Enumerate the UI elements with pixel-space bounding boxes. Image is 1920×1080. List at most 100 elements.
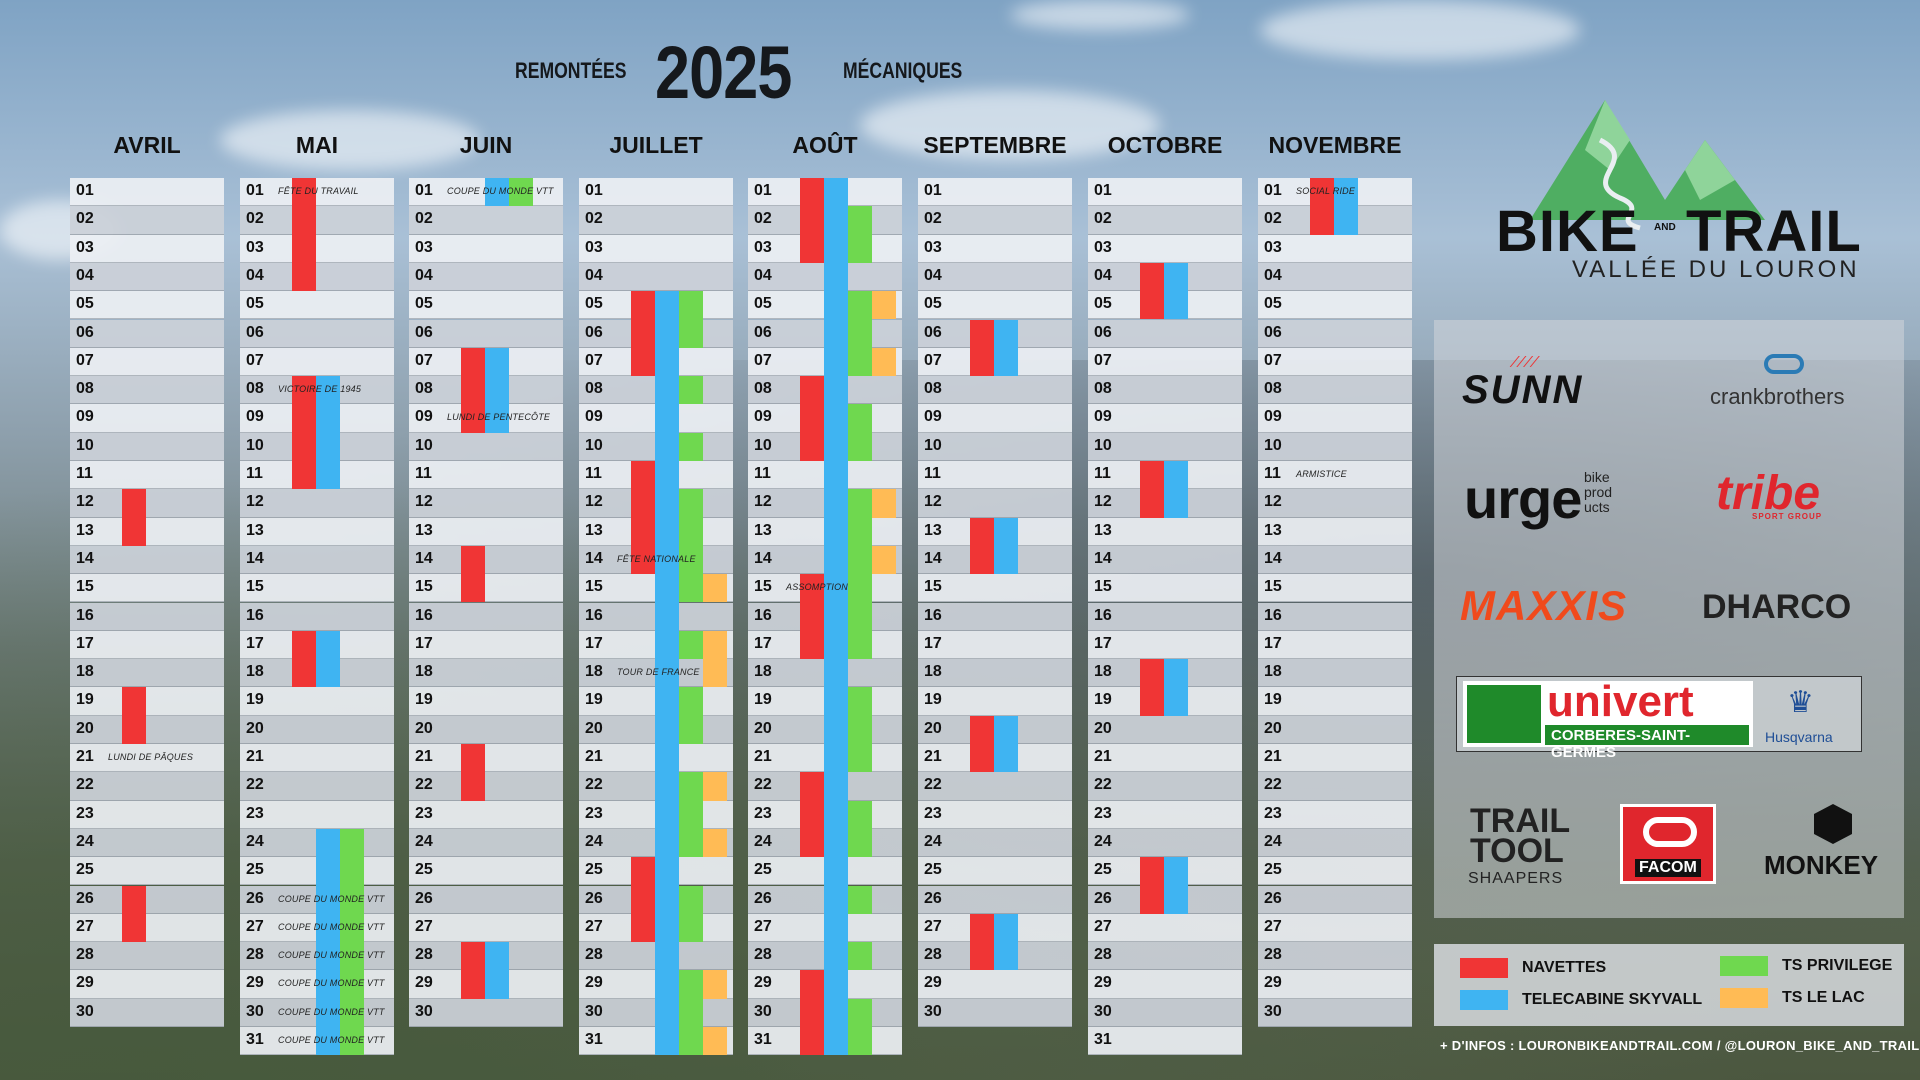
day-number: 14 — [1264, 549, 1282, 567]
bar-ts-privilege — [679, 432, 703, 461]
day-number: 25 — [585, 861, 603, 879]
day-number: 11 — [585, 465, 602, 482]
day-row: 10 — [409, 432, 563, 461]
day-number: 16 — [415, 606, 433, 624]
day-row: 23 — [1258, 800, 1412, 829]
bar-ts-privilege — [679, 489, 703, 603]
day-row: 12 — [1258, 489, 1412, 518]
day-number: 06 — [1094, 323, 1112, 341]
day-number: 16 — [585, 606, 603, 624]
day-number: 21 — [924, 748, 942, 765]
day-row: 30 — [70, 998, 224, 1027]
day-number: 25 — [76, 861, 94, 879]
day-number: 24 — [754, 832, 772, 850]
day-number: 07 — [415, 351, 433, 369]
day-row: 19 — [240, 687, 394, 716]
legend-swatch-ts-privilege — [1720, 956, 1768, 976]
bar-ts-privilege — [848, 942, 872, 971]
title-left: REMONTÉES — [515, 58, 627, 83]
day-number: 13 — [1094, 521, 1112, 539]
day-row: 30 — [918, 998, 1072, 1027]
day-row: 22 — [409, 772, 563, 801]
day-row: 20 — [1088, 715, 1242, 744]
day-number: 30 — [754, 1002, 772, 1020]
day-number: 30 — [585, 1002, 603, 1020]
husqvarna-crown-icon: ♛ — [1787, 686, 1814, 719]
day-number: 23 — [1264, 804, 1282, 822]
day-number: 28 — [585, 946, 603, 964]
day-number: 15 — [415, 578, 433, 596]
day-number: 12 — [1264, 493, 1282, 511]
day-number: 23 — [754, 804, 772, 822]
day-number: 03 — [76, 238, 94, 256]
bar-telecabine — [1164, 857, 1188, 914]
day-number: 27 — [1264, 917, 1282, 935]
day-row: 08 — [1258, 376, 1412, 405]
bar-ts-le-lac — [703, 970, 727, 999]
day-row: 03 — [1088, 234, 1242, 263]
day-number: 28 — [76, 946, 94, 964]
day-number: 23 — [246, 804, 264, 822]
day-row: 21 — [1088, 744, 1242, 773]
bar-telecabine — [1334, 178, 1358, 235]
day-row: 01 — [70, 178, 224, 207]
day-row: 06 — [240, 319, 394, 348]
legend-swatch-ts-le-lac — [1720, 988, 1768, 1008]
day-number: 28 — [246, 946, 264, 964]
page-title: REMONTÉES 2025 MÉCANIQUES — [0, 30, 1100, 114]
bar-ts-le-lac — [872, 545, 896, 575]
day-number: 27 — [1094, 917, 1112, 935]
day-row: 16 — [1258, 602, 1412, 631]
day-number: 11 — [415, 465, 432, 482]
day-row: 06 — [409, 319, 563, 348]
day-number: 10 — [76, 436, 94, 454]
sponsors-panel: ⁄⁄⁄⁄ SUNN crankbrothers urge bike prod u… — [1434, 320, 1904, 918]
day-number: 04 — [415, 266, 433, 284]
day-number: 30 — [76, 1002, 94, 1020]
day-row: 12 — [918, 489, 1072, 518]
day-note: COUPE DU MONDE VTT — [278, 978, 385, 989]
bar-ts-privilege — [848, 489, 872, 660]
day-row: 07 — [240, 347, 394, 377]
day-number: 08 — [754, 380, 772, 398]
day-number: 21 — [585, 748, 603, 765]
day-number: 09 — [76, 408, 94, 426]
day-number: 27 — [246, 917, 264, 935]
day-row: 14 — [240, 545, 394, 575]
day-number: 08 — [76, 380, 94, 398]
day-row: 20 — [409, 715, 563, 744]
day-row: 17 — [918, 630, 1072, 660]
day-number: 01 — [1094, 182, 1112, 199]
bar-navettes — [292, 178, 316, 292]
month-name: OCTOBRE — [1107, 132, 1223, 158]
day-row: 01 — [579, 178, 733, 207]
day-row: 28 — [1258, 942, 1412, 971]
bar-ts-le-lac — [872, 291, 896, 320]
bar-navettes — [292, 630, 316, 688]
day-row: 10 — [918, 432, 1072, 461]
day-number: 15 — [754, 578, 772, 596]
day-number: 15 — [76, 578, 94, 596]
day-number: 16 — [76, 606, 94, 624]
day-number: 05 — [415, 295, 433, 313]
bar-navettes — [631, 291, 655, 377]
bar-navettes — [1140, 659, 1164, 716]
day-number: 31 — [754, 1031, 772, 1048]
legend-label-ts-le-lac: TS LE LAC — [1782, 989, 1865, 1006]
day-number: 26 — [1094, 889, 1112, 907]
day-number: 15 — [924, 578, 942, 596]
day-number: 29 — [754, 974, 772, 992]
day-number: 23 — [1094, 804, 1112, 822]
day-number: 30 — [415, 1002, 433, 1020]
day-row: 09 — [1088, 404, 1242, 433]
crankbrothers-icon — [1764, 354, 1804, 374]
day-row: 30 — [409, 998, 563, 1027]
bar-ts-privilege — [509, 178, 533, 207]
bar-telecabine — [485, 347, 509, 433]
day-number: 22 — [585, 776, 603, 794]
day-number: 03 — [585, 238, 603, 256]
bar-navettes — [122, 885, 146, 943]
day-number: 02 — [585, 210, 603, 228]
day-row: 14 — [1258, 545, 1412, 575]
day-number: 19 — [1094, 691, 1112, 709]
